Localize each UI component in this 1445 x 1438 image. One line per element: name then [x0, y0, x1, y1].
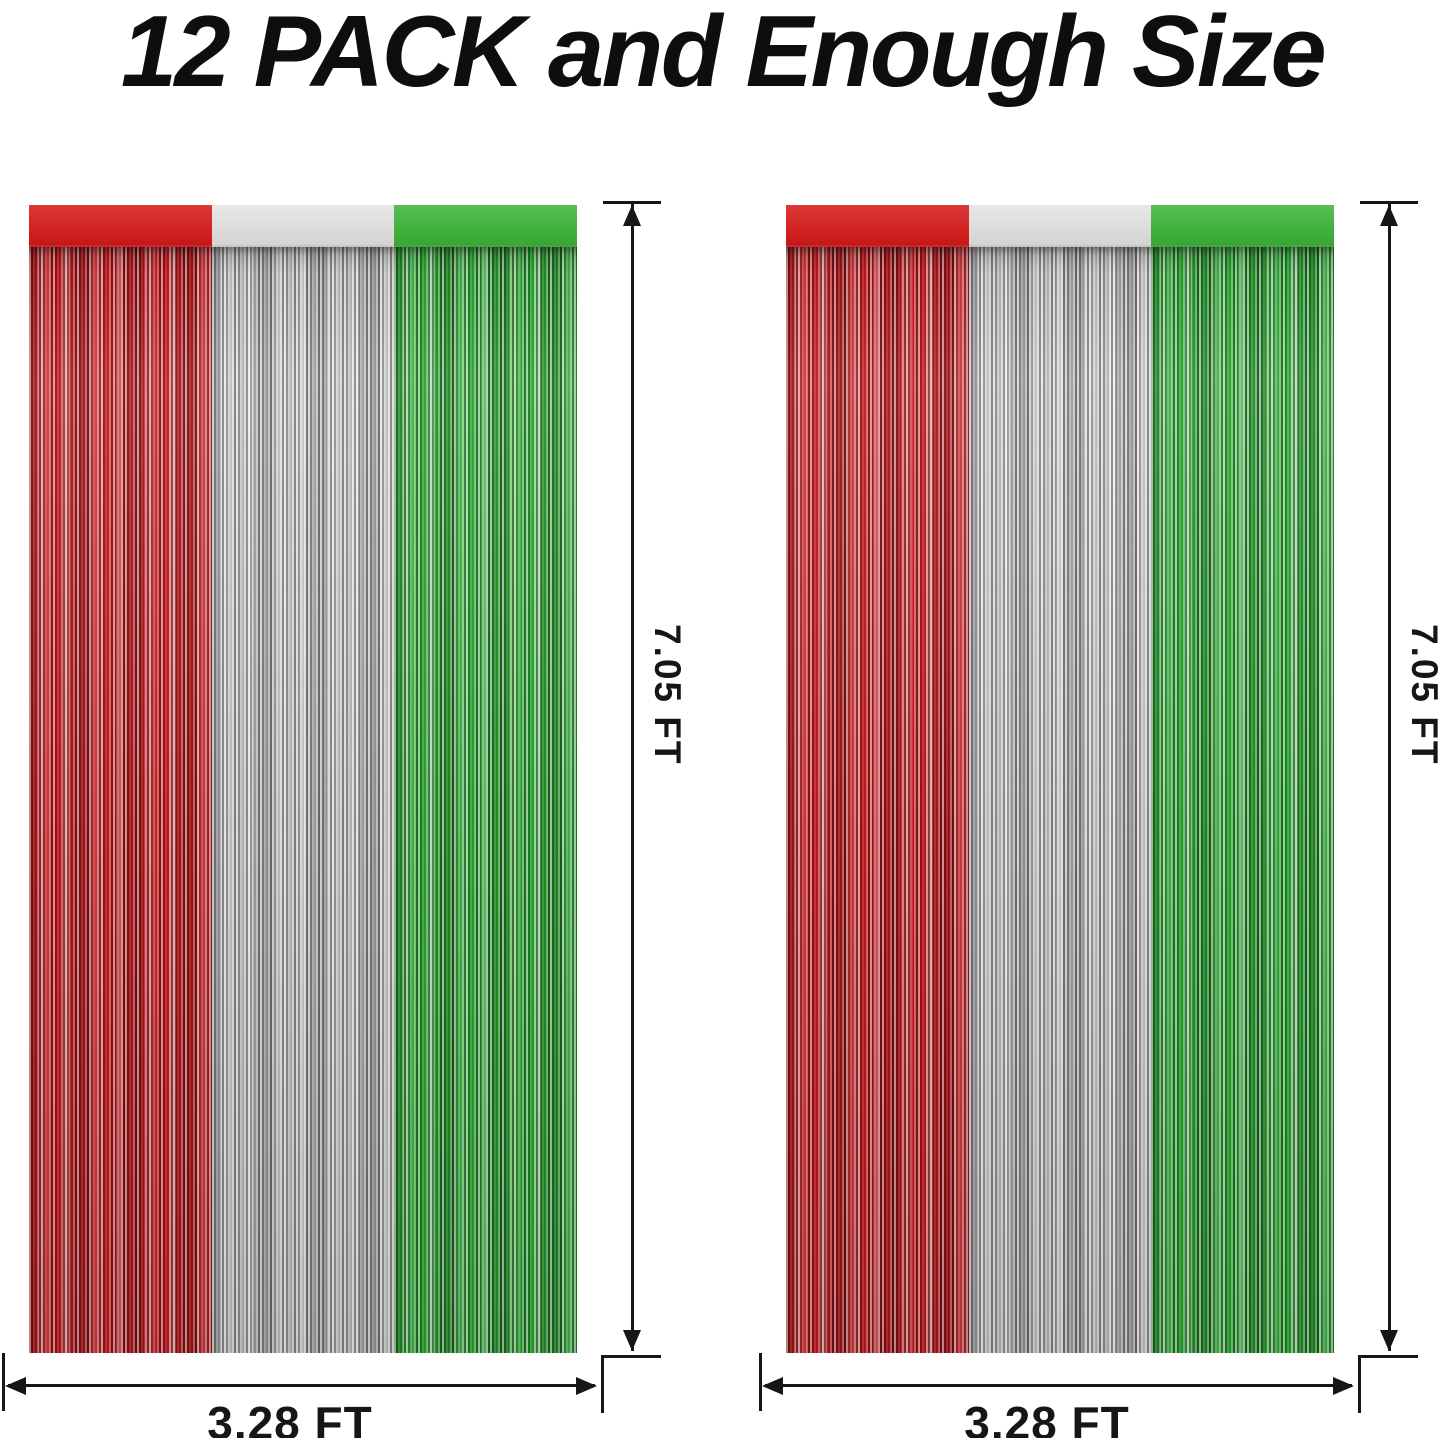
curtain-fringe-green: [1151, 247, 1335, 1353]
curtain-header-green: [394, 205, 578, 247]
height-dimension-line: [1388, 203, 1391, 1351]
curtain-fringe-silver: [211, 247, 395, 1353]
curtain-header-red: [29, 205, 212, 247]
arrow-right-icon: [1333, 1376, 1354, 1395]
curtain-panel-silver: [211, 205, 395, 1353]
arrow-right-icon: [576, 1376, 597, 1395]
arrow-up-icon: [1380, 205, 1398, 226]
foil-fringe-curtain: [786, 205, 1335, 1353]
curtain-header-red: [786, 205, 969, 247]
arrow-down-icon: [623, 1330, 641, 1351]
height-dimension-label: 7.05 FT: [647, 624, 688, 766]
height-dimension-label: 7.05 FT: [1404, 624, 1445, 766]
curtain-panel-green: [394, 205, 578, 1353]
curtain-panel-red: [29, 205, 212, 1353]
width-dimension-left-tick: [759, 1353, 762, 1411]
height-dimension-line: [631, 203, 634, 1351]
width-dimension-right-tick: [601, 1355, 604, 1413]
width-dimension-left-tick: [2, 1353, 5, 1411]
arrow-left-icon: [5, 1376, 26, 1395]
curtain-fringe-red: [786, 247, 969, 1353]
curtain-panel-green: [1151, 205, 1335, 1353]
height-dimension-top-tick: [603, 201, 661, 204]
curtain-header-green: [1151, 205, 1335, 247]
curtain-fringe-green: [394, 247, 578, 1353]
curtain-group-right: 7.05 FT 3.28 FT: [757, 0, 1445, 1438]
curtain-fringe-red: [29, 247, 212, 1353]
width-dimension-right-tick: [1358, 1355, 1361, 1413]
width-dimension-label: 3.28 FT: [964, 1397, 1130, 1438]
arrow-up-icon: [623, 205, 641, 226]
height-dimension-bottom-tick: [601, 1355, 661, 1358]
curtain-header-silver: [968, 205, 1152, 247]
arrow-down-icon: [1380, 1330, 1398, 1351]
width-dimension-line: [765, 1384, 1352, 1387]
height-dimension-bottom-tick: [1358, 1355, 1418, 1358]
curtain-panel-silver: [968, 205, 1152, 1353]
curtain-fringe-silver: [968, 247, 1152, 1353]
curtain-group-left: 7.05 FT 3.28 FT: [0, 0, 692, 1438]
curtain-header-silver: [211, 205, 395, 247]
page-title: 12 PACK and Enough Size: [120, 0, 1327, 108]
arrow-left-icon: [762, 1376, 783, 1395]
height-dimension-top-tick: [1360, 201, 1418, 204]
width-dimension-line: [8, 1384, 595, 1387]
width-dimension-label: 3.28 FT: [207, 1397, 373, 1438]
foil-fringe-curtain: [29, 205, 578, 1353]
curtain-panel-red: [786, 205, 969, 1353]
